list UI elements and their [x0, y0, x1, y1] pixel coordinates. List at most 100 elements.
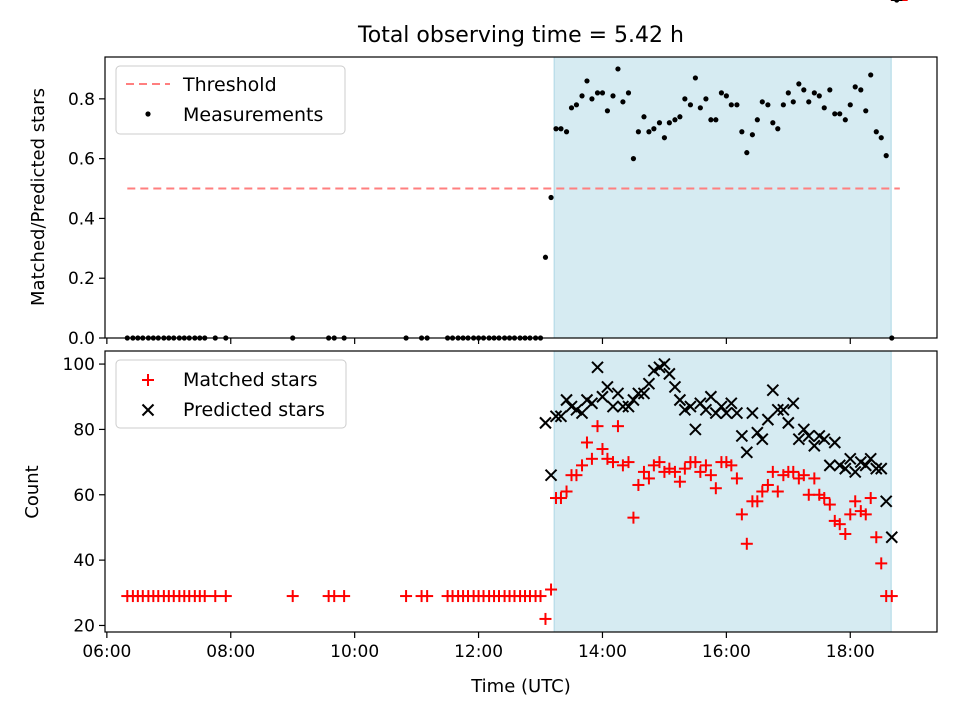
- x-marker-b: [813, 429, 826, 443]
- predicted-star-point: [647, 364, 661, 377]
- measurement-point: [682, 96, 688, 102]
- matched-star-point: [725, 459, 738, 472]
- matched-star-point: [833, 518, 846, 531]
- matched-star-point: [606, 456, 619, 469]
- top-x-ticks: [106, 338, 851, 344]
- predicted-star-point: [859, 459, 872, 472]
- x-marker-b: [689, 423, 702, 436]
- measurement-point: [723, 93, 729, 99]
- matched-star-point: [761, 478, 774, 491]
- matched-star-point: [286, 590, 299, 603]
- x-marker-b: [859, 459, 872, 472]
- predicted-star-point: [766, 384, 780, 397]
- predicted-star-point: [735, 429, 749, 443]
- x-marker-b: [647, 364, 661, 377]
- measurement-point: [708, 117, 714, 123]
- x-marker-b: [611, 387, 625, 400]
- matched-star-point: [539, 612, 552, 625]
- measurement-point: [734, 102, 740, 108]
- measurement-point: [718, 90, 725, 96]
- measurement-point: [697, 105, 703, 111]
- matched-star-point: [627, 511, 640, 524]
- x-marker-b: [720, 406, 733, 420]
- measurement-point: [677, 114, 683, 120]
- x-tick-label: 14:00: [578, 642, 627, 662]
- measurement-point: [847, 102, 853, 108]
- predicted-star-point: [678, 403, 692, 417]
- predicted-star-point: [554, 410, 568, 423]
- y-tick-label: 0.0: [68, 329, 95, 349]
- x-marker-b: [833, 459, 846, 472]
- predicted-star-point: [720, 406, 733, 420]
- measurement-point: [610, 93, 616, 99]
- matched-star-point: [632, 478, 645, 491]
- x-marker-b: [616, 400, 630, 413]
- predicted-star-point: [725, 397, 738, 410]
- predicted-star-point: [777, 403, 790, 417]
- x-marker-b: [818, 433, 831, 446]
- measurement-point: [666, 120, 672, 126]
- x-marker-b: [766, 384, 780, 397]
- predicted-star-point: [704, 390, 718, 403]
- matched-star-point: [673, 475, 686, 488]
- legend-matched-label: Matched stars: [183, 369, 317, 391]
- x-marker-b: [792, 433, 806, 446]
- x-tick-label: 18:00: [826, 642, 875, 662]
- matched-star-point: [576, 459, 589, 472]
- x-marker-b: [715, 400, 728, 413]
- measurement-point: [573, 102, 580, 108]
- x-marker-b: [746, 406, 759, 420]
- predicted-star-point: [839, 462, 852, 475]
- x-marker-b: [787, 397, 800, 410]
- x-marker-b: [570, 403, 583, 417]
- measurement-point: [749, 132, 755, 138]
- predicted-star-point: [833, 459, 846, 472]
- measurement-point: [579, 93, 585, 99]
- legend-matched-marker: [142, 374, 154, 386]
- measurement-point: [630, 156, 637, 162]
- x-marker-b: [844, 452, 857, 466]
- predicted-star-point: [560, 393, 573, 407]
- matched-star-point: [689, 456, 702, 469]
- x-marker-b: [802, 429, 815, 443]
- matched-star-point: [570, 469, 583, 482]
- predicted-star-point: [782, 416, 795, 430]
- observing-window-top: [553, 56, 892, 339]
- x-marker-b: [771, 403, 784, 417]
- measurement-point: [873, 129, 879, 135]
- y-tick-label: 40: [73, 551, 95, 571]
- bottom-axes-frame: [104, 350, 938, 633]
- measurement-point: [713, 117, 719, 123]
- predicted-star-point: [549, 410, 563, 423]
- x-marker-b: [601, 380, 614, 394]
- measurement-point: [868, 72, 874, 78]
- x-marker-b: [637, 387, 651, 400]
- legend-predicted-label: Predicted stars: [183, 399, 325, 421]
- predicted-star-point: [591, 361, 604, 374]
- matched-star-point: [585, 452, 598, 465]
- chart-title: Total observing time = 5.42 h: [357, 23, 684, 48]
- x-marker-b: [668, 380, 682, 394]
- x-marker-b: [560, 393, 573, 407]
- measurement-point: [796, 81, 802, 87]
- x-marker-b: [622, 400, 635, 413]
- x-marker-b: [828, 436, 841, 449]
- matched-star-point: [534, 590, 547, 603]
- y-tick-label: 80: [73, 420, 95, 440]
- x-marker-b: [580, 393, 594, 407]
- predicted-star-point: [585, 397, 599, 410]
- top-panel: 0.00.20.40.60.8 Matched/Predicted stars …: [28, 0, 938, 349]
- legend-threshold-label: Threshold: [182, 74, 277, 96]
- matched-star-point: [864, 492, 877, 505]
- measurement-point: [842, 117, 848, 123]
- matched-star-point: [611, 420, 624, 433]
- bottom-panel: 20 40 60 80 100 06:00 08:00 10:00 12:00 14:00 16:…: [22, 0, 938, 697]
- measurement-point: [770, 120, 776, 126]
- legend-matched-swatch: [142, 374, 154, 386]
- measurement-point: [780, 102, 786, 108]
- matched-star-point: [751, 495, 764, 508]
- measurement-point: [811, 90, 817, 96]
- matched-star-point: [839, 527, 852, 540]
- matched-star-point: [421, 590, 434, 603]
- y-tick-label: 60: [73, 486, 95, 506]
